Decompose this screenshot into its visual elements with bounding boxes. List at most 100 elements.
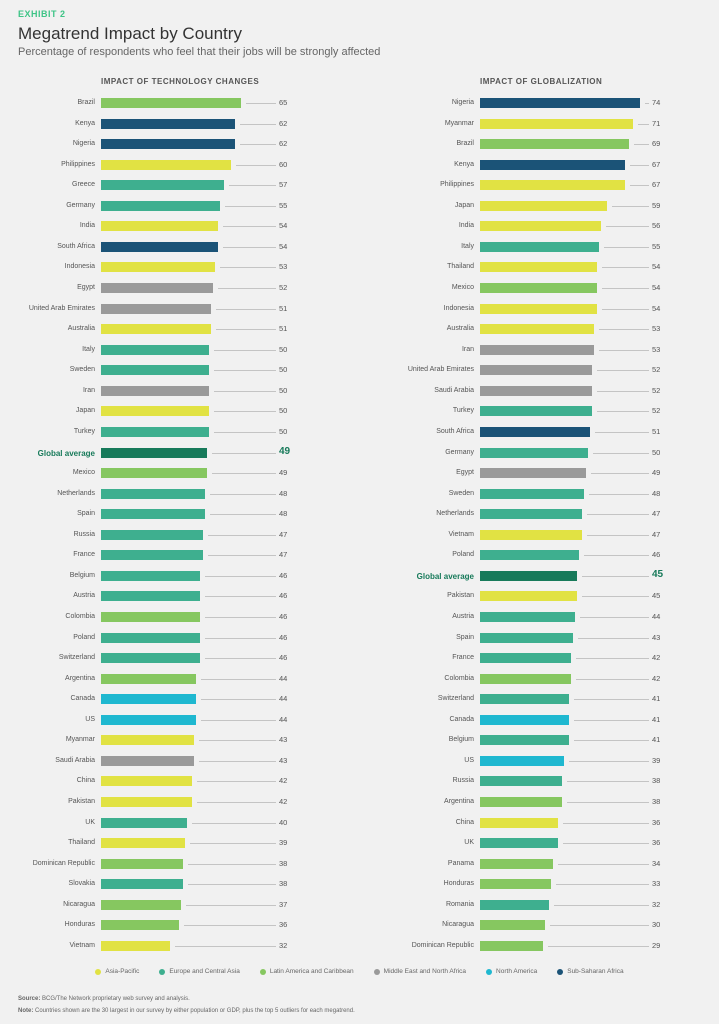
bar — [101, 550, 203, 561]
leader-line — [185, 904, 276, 906]
bar — [480, 879, 552, 890]
leader-line — [214, 431, 276, 433]
bar-row: Honduras 36 — [0, 920, 719, 932]
bar — [101, 159, 231, 170]
note-label: Note: — [18, 1008, 34, 1014]
bar — [101, 262, 216, 273]
bar-label: Nigeria — [451, 99, 474, 106]
bar-label: Kenya — [75, 119, 95, 127]
bar-label: Global average — [37, 448, 95, 458]
bar-row: Saudi Arabia 43 — [0, 755, 719, 768]
bar-row: Kenya 67 — [0, 159, 719, 172]
data-label: 52 — [652, 365, 661, 375]
data-label: 43 — [652, 632, 661, 642]
data-label: 46 — [279, 632, 288, 642]
leader-line — [556, 884, 649, 886]
bar — [101, 632, 201, 643]
bar-row: France 47 — [0, 550, 719, 562]
leader-line — [584, 555, 649, 557]
bar — [480, 714, 569, 725]
legend-item: North America — [486, 968, 537, 975]
data-label: 42 — [652, 653, 661, 663]
note-text: Countries shown are the 30 largest in ou… — [33, 1008, 355, 1014]
bar-label: Belgium — [69, 571, 95, 579]
data-label: 56 — [652, 221, 661, 231]
bar — [480, 324, 595, 335]
source-label: Source: — [18, 996, 41, 1002]
bar — [480, 735, 569, 746]
leader-line — [214, 349, 276, 351]
bar — [101, 817, 188, 828]
data-label: 62 — [279, 118, 288, 128]
bar-label: Poland — [73, 633, 95, 641]
leader-line — [209, 514, 276, 516]
data-label: 51 — [279, 303, 288, 313]
leader-line — [629, 164, 649, 166]
leader-line — [586, 534, 649, 536]
bar-row: Vietnam 32 — [0, 940, 719, 953]
legend-dot-icon — [95, 968, 102, 975]
data-label: 38 — [652, 776, 661, 786]
chart-title-globalization: IMPACT OF GLOBALIZATION — [480, 77, 603, 86]
data-label: 38 — [279, 879, 288, 889]
bar — [101, 899, 181, 910]
data-label: 48 — [652, 488, 661, 498]
bar-label: Turkey — [73, 427, 95, 435]
data-label: 50 — [279, 344, 288, 354]
legend-dot-icon — [373, 968, 380, 975]
bar-row: Poland 46 — [0, 550, 719, 562]
bar — [480, 200, 608, 211]
bar — [480, 426, 591, 437]
legend-item: Sub-Saharan Africa — [557, 968, 624, 975]
bar — [101, 591, 201, 602]
data-label: 53 — [652, 344, 661, 354]
bar-row: Austria 44 — [0, 612, 719, 624]
chart-title-technology: IMPACT OF TECHNOLOGY CHANGES — [101, 77, 260, 86]
bar — [480, 241, 599, 252]
bar-label: Brazil — [77, 99, 95, 106]
data-label: 52 — [279, 283, 288, 293]
data-label: 43 — [279, 755, 288, 765]
bar — [480, 344, 595, 355]
legend-label: Middle East and North Africa — [383, 968, 467, 975]
bar — [101, 735, 194, 746]
bar-label: Global average — [416, 571, 474, 581]
bar-label: Poland — [452, 551, 474, 559]
data-label: 47 — [652, 529, 661, 539]
leader-line — [558, 863, 649, 865]
data-label: 54 — [279, 241, 288, 251]
leader-line — [567, 802, 649, 804]
bar-row: Italy 50 — [0, 344, 719, 357]
bar — [480, 858, 554, 869]
leader-line — [198, 760, 276, 762]
leader-line — [603, 246, 649, 248]
leader-line — [207, 555, 276, 557]
leader-line — [216, 308, 276, 310]
bar-label: Canada — [70, 695, 95, 703]
bar — [480, 570, 578, 581]
bar — [101, 98, 242, 108]
bar-row: Brazil 65 — [0, 98, 719, 110]
bar-label: UK — [85, 818, 95, 826]
bar-label: Japan — [454, 201, 474, 209]
bar — [101, 529, 203, 540]
data-label: 39 — [652, 755, 661, 765]
bar-row: Mexico 49 — [0, 468, 719, 480]
legend-item: Middle East and North Africa — [373, 968, 467, 975]
bar — [480, 221, 601, 232]
bar — [101, 940, 171, 951]
bar — [480, 529, 582, 540]
data-label: 46 — [279, 612, 288, 621]
leader-line — [573, 719, 649, 721]
bar-label: Pakistan — [447, 592, 474, 600]
leader-line — [597, 390, 649, 392]
bar-label: US — [464, 756, 474, 764]
bar — [480, 591, 578, 602]
leader-line — [562, 822, 649, 824]
bar-label: Belgium — [448, 736, 474, 744]
bar-label: India — [458, 222, 474, 230]
leader-line — [595, 431, 649, 433]
bar-row: Japan 59 — [0, 200, 719, 213]
bar-label: Nigeria — [72, 140, 95, 148]
bar-label: Nicaragua — [63, 900, 95, 908]
